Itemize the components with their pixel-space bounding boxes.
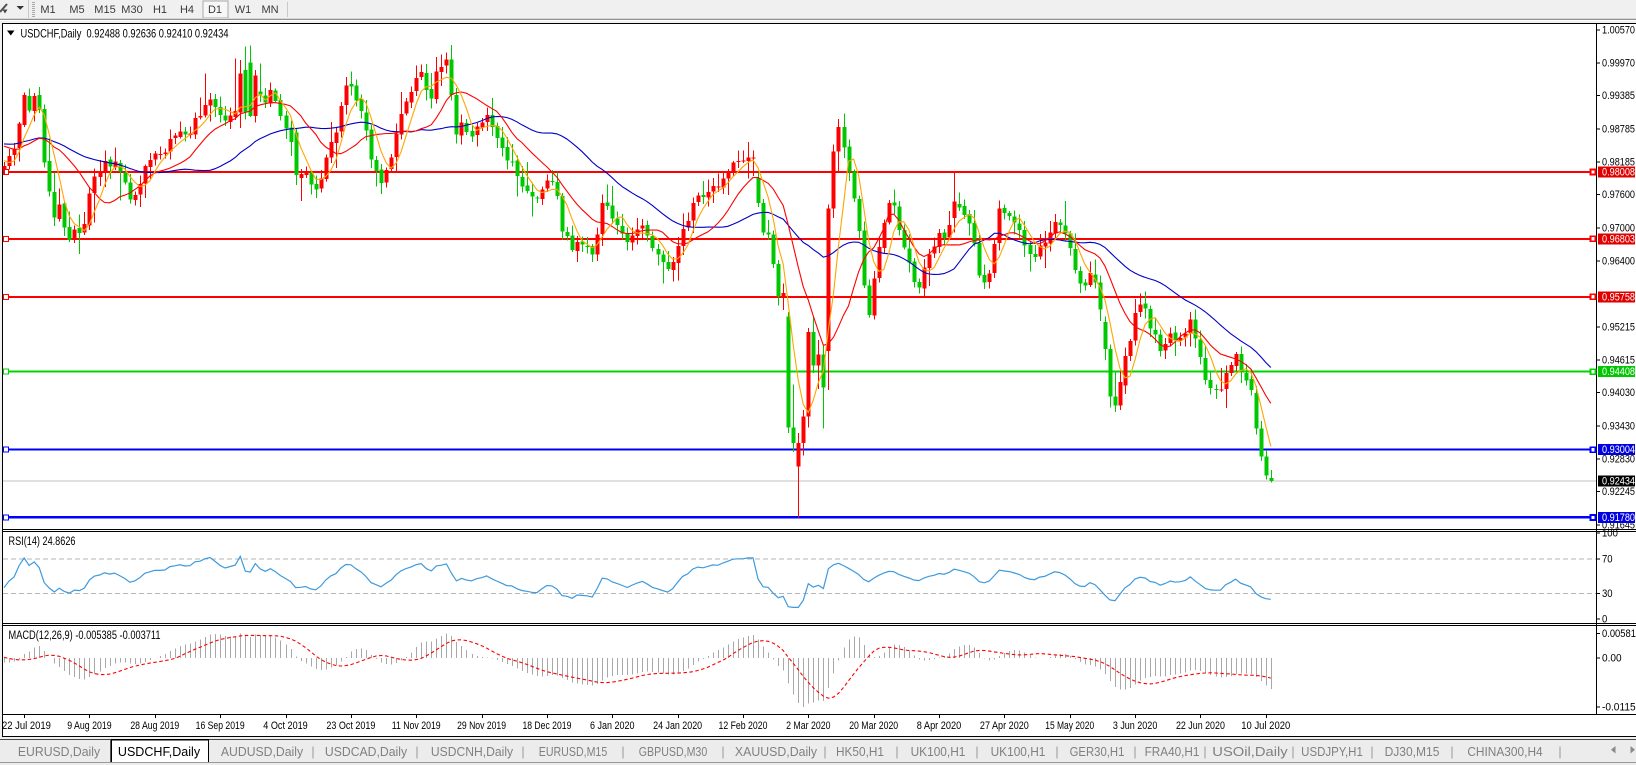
svg-text:M15: M15	[94, 4, 115, 16]
svg-text:EURUSD,M15: EURUSD,M15	[539, 744, 608, 759]
svg-text:USDCAD,Daily: USDCAD,Daily	[325, 744, 408, 759]
svg-text:1.00570: 1.00570	[1602, 24, 1635, 36]
svg-text:0.005818: 0.005818	[1602, 628, 1636, 640]
svg-text:EURUSD,Daily: EURUSD,Daily	[18, 744, 101, 759]
svg-text:0.95215: 0.95215	[1602, 321, 1635, 333]
svg-text:0.98785: 0.98785	[1602, 123, 1635, 135]
svg-text:M5: M5	[69, 4, 84, 16]
svg-text:0.95758: 0.95758	[1602, 291, 1635, 303]
svg-text:0.94030: 0.94030	[1602, 387, 1635, 399]
svg-text:22 Jun 2020: 22 Jun 2020	[1176, 720, 1225, 732]
svg-text:12 Feb 2020: 12 Feb 2020	[718, 720, 767, 732]
svg-text:|: |	[1370, 745, 1373, 759]
svg-text:23 Oct 2019: 23 Oct 2019	[326, 720, 375, 732]
svg-text:|: |	[721, 745, 724, 759]
svg-text:|: |	[1291, 745, 1294, 759]
svg-text:|: |	[621, 745, 624, 759]
svg-text:|: |	[311, 745, 314, 759]
svg-text:USOil,Daily: USOil,Daily	[1212, 744, 1288, 759]
svg-text:16 Sep 2019: 16 Sep 2019	[196, 720, 245, 732]
svg-text:0.96803: 0.96803	[1602, 233, 1635, 245]
svg-text:-0.01151: -0.01151	[1602, 701, 1636, 713]
svg-text:USDCHF,Daily: USDCHF,Daily	[118, 744, 201, 759]
svg-text:GER30,H1: GER30,H1	[1070, 744, 1125, 759]
svg-text:USDJPY,H1: USDJPY,H1	[1301, 744, 1363, 759]
svg-text:6 Jan 2020: 6 Jan 2020	[590, 720, 635, 732]
svg-text:0.99385: 0.99385	[1602, 90, 1635, 102]
svg-text:MACD(12,26,9) -0.005385 -0.003: MACD(12,26,9) -0.005385 -0.003711	[9, 630, 161, 642]
svg-text:0.92245: 0.92245	[1602, 486, 1635, 498]
svg-text:0.91780: 0.91780	[1602, 512, 1635, 524]
svg-text:20 Mar 2020: 20 Mar 2020	[849, 720, 898, 732]
svg-text:4 Oct 2019: 4 Oct 2019	[263, 720, 308, 732]
svg-text:H4: H4	[180, 4, 194, 16]
svg-text:GBPUSD,M30: GBPUSD,M30	[639, 744, 708, 759]
svg-text:10 Jul 2020: 10 Jul 2020	[1241, 720, 1290, 732]
svg-text:|: |	[1055, 745, 1058, 759]
svg-text:|: |	[1203, 745, 1206, 759]
svg-text:|: |	[1558, 745, 1561, 759]
svg-text:CHINA300,H4: CHINA300,H4	[1467, 744, 1542, 759]
svg-text:9 Aug 2019: 9 Aug 2019	[67, 720, 112, 732]
svg-text:0.98185: 0.98185	[1602, 157, 1635, 169]
svg-text:AUDUSD,Daily: AUDUSD,Daily	[221, 744, 304, 759]
svg-text:0.94408: 0.94408	[1602, 366, 1635, 378]
svg-text:2 Mar 2020: 2 Mar 2020	[786, 720, 831, 732]
svg-text:0.00: 0.00	[1602, 653, 1622, 665]
svg-text:|: |	[521, 745, 524, 759]
svg-text:H1: H1	[153, 4, 167, 16]
svg-text:UK100,H1: UK100,H1	[991, 744, 1046, 759]
svg-text:70: 70	[1602, 553, 1613, 565]
svg-text:|: |	[1133, 745, 1136, 759]
svg-text:0.96400: 0.96400	[1602, 256, 1635, 268]
svg-text:W1: W1	[235, 4, 252, 16]
svg-text:0.93004: 0.93004	[1602, 444, 1635, 456]
svg-text:M30: M30	[121, 4, 142, 16]
svg-text:UK100,H1: UK100,H1	[911, 744, 966, 759]
svg-text:|: |	[415, 745, 418, 759]
svg-text:0.93430: 0.93430	[1602, 420, 1635, 432]
svg-text:FRA40,H1: FRA40,H1	[1145, 744, 1200, 759]
svg-text:0.92830: 0.92830	[1602, 454, 1635, 466]
svg-text:8 Apr 2020: 8 Apr 2020	[917, 720, 962, 732]
svg-text:0.98008: 0.98008	[1602, 167, 1635, 179]
svg-text:28 Aug 2019: 28 Aug 2019	[130, 720, 179, 732]
svg-text:11 Nov 2019: 11 Nov 2019	[392, 720, 441, 732]
svg-text:RSI(14) 24.8626: RSI(14) 24.8626	[9, 536, 76, 548]
svg-text:|: |	[823, 745, 826, 759]
svg-text:30: 30	[1602, 588, 1613, 600]
svg-text:100: 100	[1602, 528, 1618, 540]
svg-text:D1: D1	[208, 4, 222, 16]
svg-text:0.92434: 0.92434	[1602, 476, 1635, 488]
svg-text:MN: MN	[261, 4, 278, 16]
svg-text:|: |	[895, 745, 898, 759]
svg-text:0: 0	[1602, 614, 1607, 626]
svg-text:24 Jan 2020: 24 Jan 2020	[653, 720, 702, 732]
svg-text:DJ30,M15: DJ30,M15	[1385, 744, 1440, 759]
svg-text:|: |	[975, 745, 978, 759]
svg-text:USDCNH,Daily: USDCNH,Daily	[431, 744, 514, 759]
svg-text:XAUUSD,Daily: XAUUSD,Daily	[735, 744, 818, 759]
svg-text:29 Nov 2019: 29 Nov 2019	[457, 720, 506, 732]
svg-text:0.97600: 0.97600	[1602, 189, 1635, 201]
svg-text:0.99970: 0.99970	[1602, 58, 1635, 70]
svg-text:3 Jun 2020: 3 Jun 2020	[1113, 720, 1158, 732]
svg-text:27 Apr 2020: 27 Apr 2020	[980, 720, 1029, 732]
svg-text:M1: M1	[40, 4, 55, 16]
svg-text:22 Jul 2019: 22 Jul 2019	[2, 720, 51, 732]
svg-text:18 Dec 2019: 18 Dec 2019	[522, 720, 571, 732]
svg-text:0.97000: 0.97000	[1602, 222, 1635, 234]
svg-text:USDCHF,Daily 0.92488 0.92636: USDCHF,Daily 0.92488 0.92636 0.92410 0.9…	[21, 27, 229, 41]
svg-text:|: |	[1450, 745, 1453, 759]
svg-text:HK50,H1: HK50,H1	[836, 744, 884, 759]
svg-text:15 May 2020: 15 May 2020	[1045, 720, 1094, 732]
svg-text:0.94615: 0.94615	[1602, 355, 1635, 367]
